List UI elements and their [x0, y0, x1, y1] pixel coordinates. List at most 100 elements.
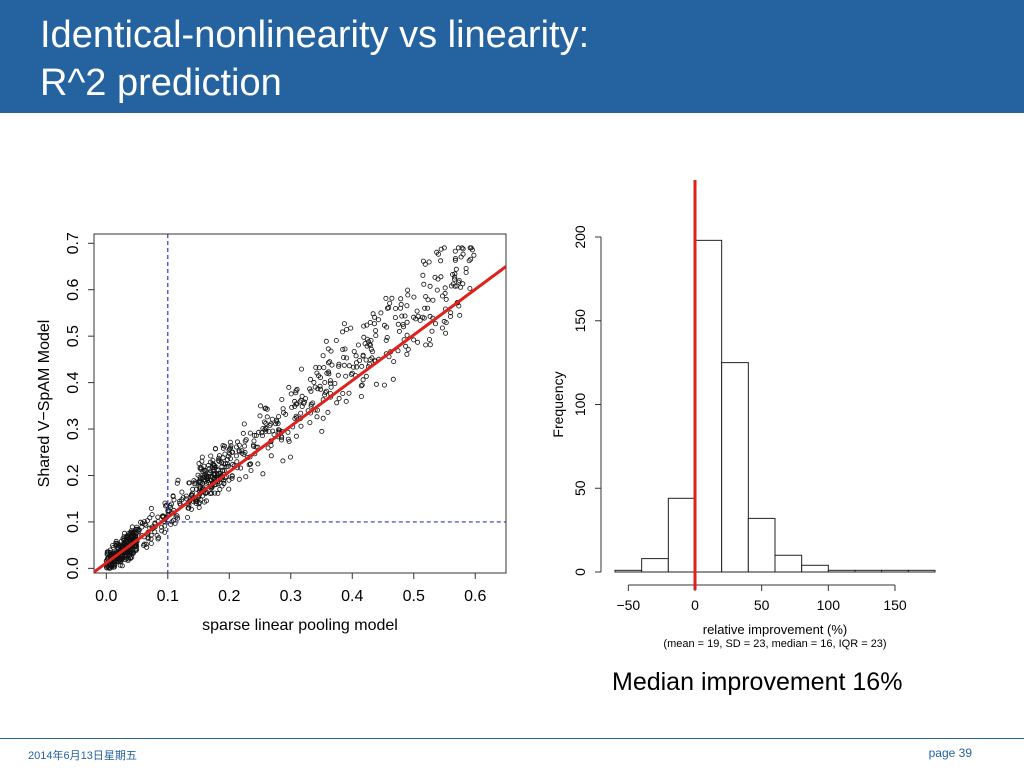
- scatter-point: [400, 324, 406, 330]
- scatter-point: [389, 295, 395, 301]
- scatter-point: [208, 477, 214, 483]
- scatter-point: [229, 473, 235, 479]
- scatter-point: [455, 279, 461, 285]
- scatter-point: [280, 458, 286, 464]
- scatter-point: [314, 370, 320, 376]
- y-tick-label: 50: [572, 480, 588, 496]
- scatter-point: [364, 322, 370, 328]
- scatter-point: [298, 423, 304, 429]
- scatter-point: [317, 375, 323, 381]
- scatter-point: [336, 395, 342, 401]
- scatter-point: [405, 346, 411, 352]
- scatter-point: [141, 542, 147, 548]
- scatter-point: [346, 390, 352, 396]
- scatter-point: [293, 388, 299, 394]
- scatter-point: [322, 389, 328, 395]
- histogram: 0 50 100 150 200 Frequency −50 0 50 100 150 relativ…: [550, 180, 936, 650]
- histogram-bar: [881, 569, 909, 573]
- y-tick-label: 0.5: [65, 325, 82, 347]
- scatter-point: [308, 388, 314, 394]
- scatter-point: [219, 464, 225, 470]
- x-tick-label: 0: [691, 597, 699, 613]
- scatter-point: [341, 354, 347, 360]
- scatter-point: [186, 480, 192, 486]
- scatter-point: [415, 339, 421, 345]
- scatter-point: [298, 366, 304, 372]
- scatter-point: [293, 390, 299, 396]
- scatter-point: [411, 294, 417, 300]
- scatter-point: [234, 459, 240, 465]
- histogram-bar: [907, 569, 936, 573]
- scatter-point: [343, 398, 349, 404]
- scatter-point: [443, 330, 449, 336]
- scatter-point: [224, 457, 230, 463]
- scatter-point: [411, 337, 417, 343]
- scatter-point: [340, 346, 346, 352]
- scatter-point: [434, 249, 440, 255]
- scatter-point: [391, 359, 397, 365]
- scatter-point: [236, 476, 242, 482]
- scatter-point: [108, 552, 114, 558]
- scatter-point: [422, 261, 428, 267]
- scatter-point: [210, 458, 216, 464]
- scatter-point: [427, 283, 433, 289]
- scatter-point: [255, 461, 261, 467]
- scatter-point: [162, 523, 168, 529]
- scatter-point: [194, 498, 200, 504]
- scatter-point: [467, 245, 473, 251]
- scatter-point: [220, 461, 226, 467]
- scatter-point: [212, 445, 218, 451]
- scatter-point: [404, 332, 410, 338]
- scatter-point: [429, 328, 435, 334]
- scatter-point: [351, 348, 357, 354]
- scatter-point: [370, 311, 376, 317]
- scatter-point: [314, 414, 320, 420]
- scatter-point: [430, 297, 436, 303]
- scatter-point: [384, 305, 390, 311]
- scatter-point: [229, 475, 235, 481]
- scatter-point: [403, 343, 409, 349]
- scatter-point: [225, 463, 231, 469]
- scatter-point: [119, 557, 125, 563]
- scatter-point: [381, 382, 387, 388]
- scatter-point: [458, 284, 464, 290]
- scatter-point: [263, 420, 269, 426]
- scatter-point: [423, 294, 429, 300]
- scatter-point: [268, 453, 274, 459]
- scatter-point: [196, 478, 202, 484]
- scatter-point: [343, 373, 349, 379]
- scatter-point: [442, 285, 448, 291]
- median-caption: Median improvement 16%: [612, 668, 903, 696]
- y-tick-label: 0.0: [65, 557, 82, 579]
- histogram-bar: [801, 564, 829, 573]
- scatter-point: [243, 474, 249, 480]
- scatter-point: [459, 245, 465, 251]
- scatter-point: [460, 281, 466, 287]
- scatter-point: [455, 245, 461, 251]
- scatter-point: [121, 530, 127, 536]
- scatter-point: [448, 310, 454, 316]
- scatter-point: [402, 313, 408, 319]
- scatter-point: [333, 337, 339, 343]
- scatter-point: [260, 471, 266, 477]
- scatter-point: [364, 343, 370, 349]
- scatter-point: [319, 428, 325, 434]
- scatter-point: [227, 439, 233, 445]
- scatter-point: [350, 364, 356, 370]
- scatter-point: [288, 391, 294, 397]
- x-axis-label: relative improvement (%): [703, 622, 848, 637]
- scatter-point: [443, 320, 449, 326]
- x-axis-label: sparse linear pooling model: [202, 617, 398, 634]
- scatter-point: [364, 336, 370, 342]
- scatter-point: [203, 498, 209, 504]
- scatter-point: [452, 257, 458, 263]
- scatter-point: [349, 370, 355, 376]
- scatter-point: [308, 403, 314, 409]
- scatter-point: [373, 381, 379, 387]
- scatter-point: [329, 362, 335, 368]
- scatter-point: [344, 326, 350, 332]
- x-tick-label: 0.4: [341, 588, 363, 605]
- scatter-point: [279, 435, 285, 441]
- scatter-point: [317, 383, 323, 389]
- scatter-point: [447, 313, 453, 319]
